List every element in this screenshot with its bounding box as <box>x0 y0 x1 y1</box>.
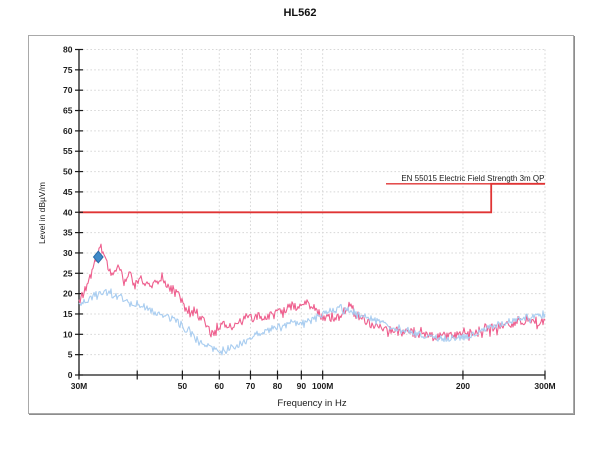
y-axis-tick-label: 50 <box>63 167 73 177</box>
y-axis-tick-label: 40 <box>63 207 73 217</box>
limit-line-group <box>79 182 545 214</box>
y-axis-tick-label: 10 <box>63 329 73 339</box>
y-axis-tick-label: 55 <box>63 146 73 156</box>
lightblue-trace <box>78 288 546 356</box>
y-axis-tick-label: 80 <box>63 45 73 55</box>
x-axis-tick-label: 70 <box>246 381 256 391</box>
x-axis-title: Frequency in Hz <box>277 398 346 409</box>
x-axis-tick-label: 30M <box>71 381 88 391</box>
y-axis-tick-label: 15 <box>63 309 73 319</box>
y-axis-tick-label: 0 <box>68 370 73 380</box>
pink-trace <box>78 243 546 342</box>
y-axis-tick-label: 65 <box>63 106 73 116</box>
y-axis-tick-label: 45 <box>63 187 73 197</box>
y-axis-tick-label: 75 <box>63 65 73 75</box>
marker-diamond <box>92 250 104 264</box>
y-axis-tick-label: 20 <box>63 289 73 299</box>
y-axis-tick-label: 25 <box>63 268 73 278</box>
x-axis-tick-label: 100M <box>312 381 333 391</box>
y-axis-tick-label: 60 <box>63 126 73 136</box>
x-axis-tick-label: 50 <box>178 381 188 391</box>
y-axis-tick-label: 5 <box>68 350 73 360</box>
y-axis-tick-label: 35 <box>63 228 73 238</box>
y-axis-tick-label: 30 <box>63 248 73 258</box>
limit-line <box>79 182 545 214</box>
y-axis-tick-label: 70 <box>63 85 73 95</box>
x-axis-tick-label: 90 <box>297 381 307 391</box>
x-axis-tick-label: 60 <box>215 381 225 391</box>
x-axis-tick-label: 200 <box>456 381 470 391</box>
measurement-traces <box>78 243 546 356</box>
y-axis-title: Level in dBµV/m <box>37 182 47 244</box>
x-axis-tick-label: 80 <box>273 381 283 391</box>
marker-group <box>92 250 104 264</box>
x-axis-tick-label: 300M <box>534 381 555 391</box>
limit-line-label: EN 55015 Electric Field Strength 3m QP <box>401 174 544 183</box>
page-title: HL562 <box>283 7 317 19</box>
axes: 0 5 10 15 20 25 30 35 40 45 50 55 60 65 70 75 80 30M 50 60 7… <box>63 45 556 392</box>
